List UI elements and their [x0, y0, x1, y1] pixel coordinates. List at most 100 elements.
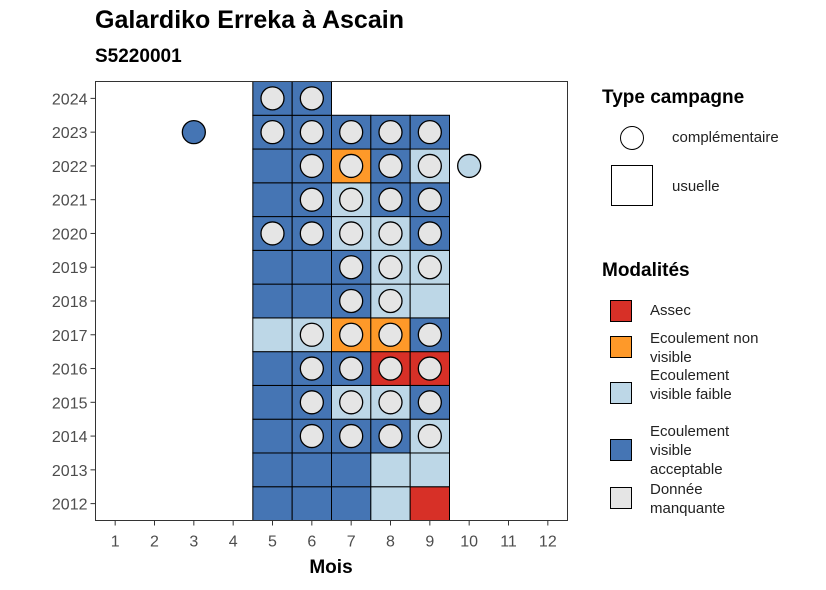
tile-2018-5-ecoulement-visible-acceptable: [252, 283, 293, 319]
circle-2019-8-donnee-manquante: [378, 255, 403, 280]
y-tick-label-2022: 2022: [52, 159, 88, 176]
y-tick-label-2020: 2020: [52, 226, 88, 243]
x-axis-title: Mois: [309, 557, 352, 578]
circle-2021-7-donnee-manquante: [339, 187, 364, 212]
legend-type-item-complementaire: complémentaire: [672, 129, 779, 146]
circle-2021-9-donnee-manquante: [417, 187, 442, 212]
circle-2020-7-donnee-manquante: [339, 221, 364, 246]
tile-2013-8-ecoulement-visible-faible: [370, 452, 411, 488]
circle-2015-9-donnee-manquante: [417, 390, 442, 415]
circle-2020-6-donnee-manquante: [299, 221, 324, 246]
circle-2022-7-donnee-manquante: [339, 153, 364, 179]
x-tick-label-7: 7: [347, 534, 356, 551]
circle-2018-7-donnee-manquante: [339, 288, 364, 314]
tile-2019-6-ecoulement-visible-acceptable: [291, 249, 332, 285]
legend-swatch-ecoulement-non-visible: [610, 336, 632, 358]
y-tick-label-2024: 2024: [52, 91, 88, 108]
circle-2015-6-donnee-manquante: [299, 390, 324, 415]
y-tick-label-2018: 2018: [52, 294, 88, 311]
circle-2023-6-donnee-manquante: [299, 120, 324, 145]
legend-swatch-assec: [610, 300, 632, 322]
legend-swatch-ecoulement-visible-acceptable: [610, 439, 632, 461]
tile-2012-8-ecoulement-visible-faible: [370, 486, 411, 522]
tile-2017-5-ecoulement-visible-faible: [252, 317, 293, 353]
tile-2016-5-ecoulement-visible-acceptable: [252, 351, 293, 386]
circle-2016-6-donnee-manquante: [299, 356, 324, 381]
y-tick-label-2021: 2021: [52, 193, 88, 210]
circle-2024-5-donnee-manquante: [260, 86, 285, 111]
circle-2023-5-donnee-manquante: [260, 120, 285, 145]
tile-2012-5-ecoulement-visible-acceptable: [252, 486, 293, 522]
circle-2014-8-donnee-manquante: [378, 423, 403, 449]
circle-2018-8-donnee-manquante: [378, 288, 403, 314]
y-tick-label-2017: 2017: [52, 328, 88, 345]
tile-2012-9-assec: [409, 486, 450, 522]
tile-2015-5-ecoulement-visible-acceptable: [252, 384, 293, 420]
legend-label-ecoulement-non-visible: Ecoulement non visible: [650, 330, 759, 366]
x-tick-label-3: 3: [189, 534, 198, 551]
tile-2019-5-ecoulement-visible-acceptable: [252, 249, 293, 285]
x-tick-label-9: 9: [425, 534, 434, 551]
tile-2013-7-ecoulement-visible-acceptable: [331, 452, 372, 488]
circle-2016-7-donnee-manquante: [339, 356, 364, 381]
legend-mod-title: Modalités: [602, 260, 690, 281]
y-tick-label-2012: 2012: [52, 497, 88, 514]
x-tick-label-2: 2: [150, 534, 159, 551]
x-tick-label-5: 5: [268, 534, 277, 551]
tile-2018-6-ecoulement-visible-acceptable: [291, 283, 332, 319]
y-tick-label-2014: 2014: [52, 429, 88, 446]
circle-2023-9-donnee-manquante: [417, 120, 442, 145]
x-tick-label-10: 10: [460, 534, 478, 551]
tile-2013-9-ecoulement-visible-faible: [409, 452, 450, 488]
legend-label-assec: Assec: [650, 302, 691, 319]
tile-2014-5-ecoulement-visible-acceptable: [252, 418, 293, 454]
x-axis: 1 2 3 4 5 6 7 8 9 10 11 12: [111, 520, 557, 551]
circle-2017-8-donnee-manquante: [378, 322, 403, 347]
circle-2015-8-donnee-manquante: [378, 390, 403, 415]
legend-swatch-donnee-manquante: [610, 487, 632, 509]
tile-2012-7-ecoulement-visible-acceptable: [331, 486, 372, 522]
circle-2014-9-donnee-manquante: [417, 423, 442, 449]
legend-circle-symbol: [620, 126, 644, 150]
circle-2024-6-donnee-manquante: [299, 86, 324, 111]
circle-2021-8-donnee-manquante: [378, 187, 403, 212]
chart-subtitle: S5220001: [95, 46, 182, 67]
circle-2020-8-donnee-manquante: [378, 221, 403, 246]
legend-type-item-usuelle: usuelle: [672, 178, 720, 195]
x-tick-label-1: 1: [111, 534, 120, 551]
circle-2019-9-donnee-manquante: [417, 255, 442, 280]
tile-2022-5-ecoulement-visible-acceptable: [252, 148, 293, 184]
circle-2019-7-donnee-manquante: [339, 255, 364, 280]
legend-square-symbol: [611, 165, 653, 206]
y-tick-label-2019: 2019: [52, 260, 88, 277]
y-tick-label-2016: 2016: [52, 362, 88, 379]
legend-label-ecoulement-visible-faible: Ecoulement visible faible: [650, 367, 732, 403]
circle-2020-9-donnee-manquante: [417, 221, 442, 246]
y-axis: 2012 2013 2014 2015 2016 2017 2018 2019 2020 2021…: [52, 91, 96, 514]
y-tick-label-2013: 2013: [52, 463, 88, 480]
circle-2022-10-ecoulement-visible-faible: [457, 153, 482, 179]
circle-2014-7-donnee-manquante: [339, 423, 364, 449]
tile-2018-9-ecoulement-visible-faible: [409, 283, 450, 319]
tile-2013-5-ecoulement-visible-acceptable: [252, 452, 293, 488]
y-tick-label-2015: 2015: [52, 395, 88, 412]
circle-2017-7-donnee-manquante: [339, 322, 364, 347]
tile-2013-6-ecoulement-visible-acceptable: [291, 452, 332, 488]
circles-layer: [181, 86, 482, 449]
circle-2016-8-donnee-manquante: [378, 356, 403, 381]
x-tick-label-4: 4: [229, 534, 238, 551]
circle-2015-7-donnee-manquante: [339, 390, 364, 415]
y-tick-label-2023: 2023: [52, 125, 88, 142]
x-tick-label-8: 8: [386, 534, 395, 551]
circle-2017-9-donnee-manquante: [417, 322, 442, 347]
circle-2023-3-ecoulement-visible-acceptable: [181, 120, 206, 145]
circle-2020-5-donnee-manquante: [260, 221, 285, 246]
circle-2023-8-donnee-manquante: [378, 120, 403, 145]
tile-2012-6-ecoulement-visible-acceptable: [291, 486, 332, 522]
legend-swatch-ecoulement-visible-faible: [610, 382, 632, 404]
legend-label-donnee-manquante: Donnée manquante: [650, 481, 726, 517]
circle-2014-6-donnee-manquante: [299, 423, 324, 449]
legend-type-title: Type campagne: [602, 87, 745, 108]
circle-2023-7-donnee-manquante: [339, 120, 364, 145]
